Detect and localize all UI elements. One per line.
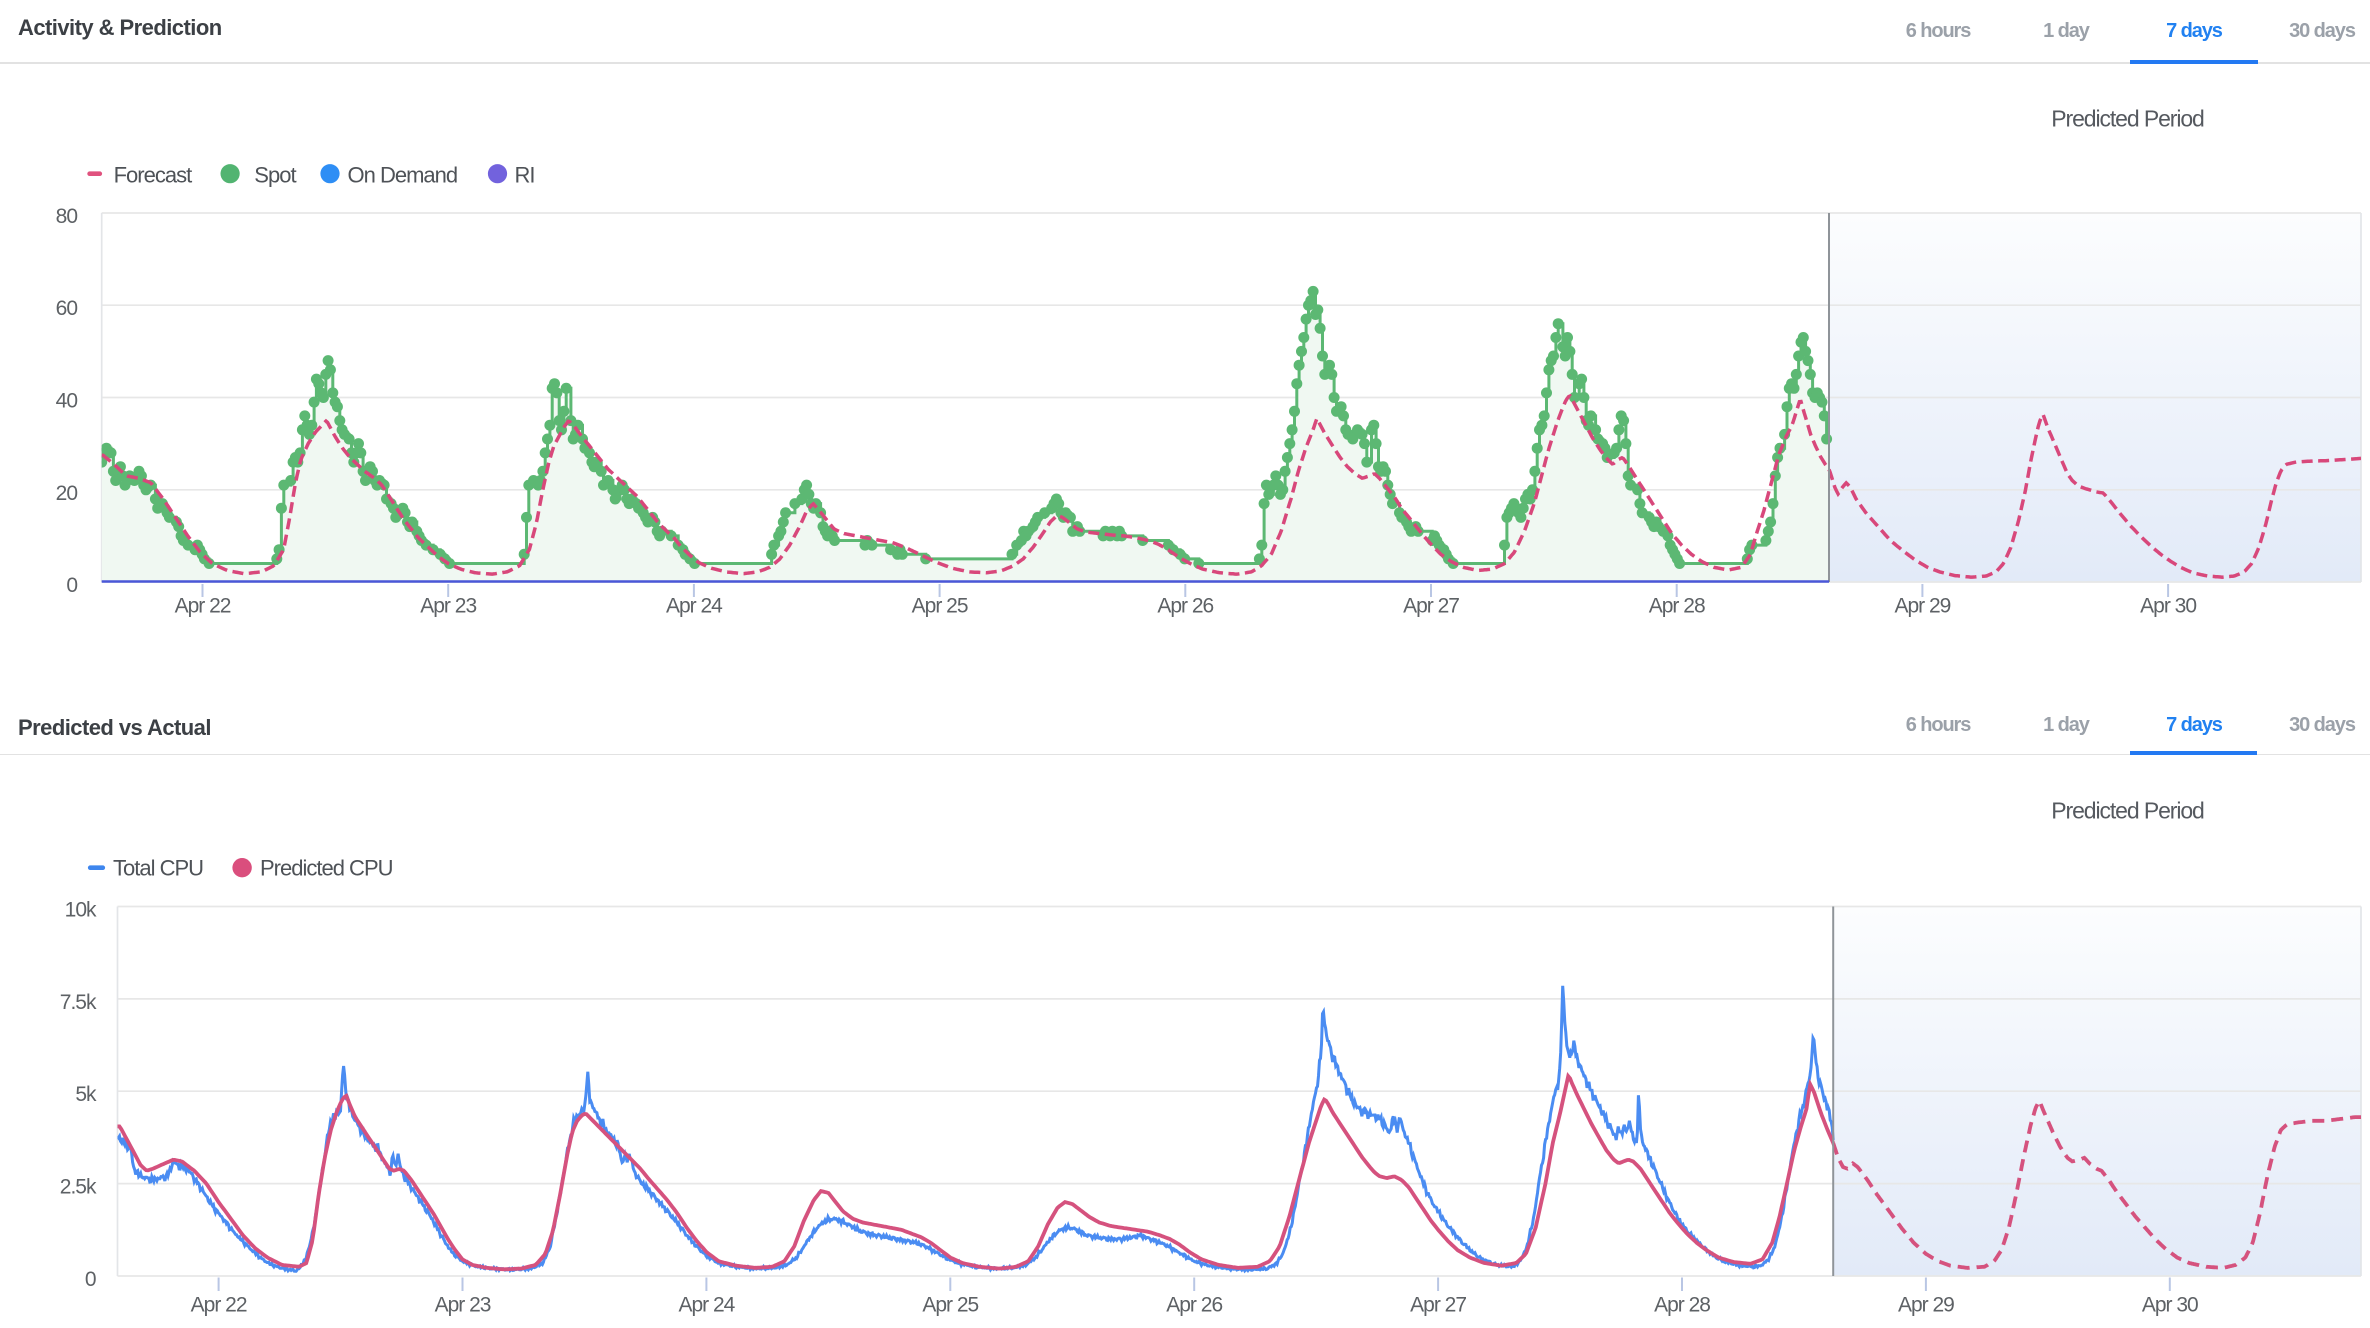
svg-text:Apr 28: Apr 28: [1654, 1294, 1710, 1317]
svg-text:Apr 24: Apr 24: [678, 1294, 735, 1317]
svg-text:Apr 29: Apr 29: [1898, 1294, 1954, 1317]
svg-text:Apr 23: Apr 23: [420, 595, 476, 618]
svg-text:RI: RI: [515, 162, 535, 187]
svg-text:Apr 25: Apr 25: [912, 595, 968, 618]
svg-text:60: 60: [56, 297, 78, 320]
svg-text:Apr 22: Apr 22: [175, 595, 231, 618]
svg-text:Apr 24: Apr 24: [666, 595, 723, 618]
svg-text:7.5k: 7.5k: [60, 991, 97, 1014]
svg-text:Predicted Period: Predicted Period: [2051, 106, 2204, 132]
svg-text:Predicted CPU: Predicted CPU: [260, 856, 393, 881]
svg-text:Apr 23: Apr 23: [435, 1294, 491, 1317]
svg-text:20: 20: [56, 482, 78, 505]
svg-text:10k: 10k: [65, 899, 97, 922]
svg-text:2.5k: 2.5k: [60, 1176, 97, 1199]
svg-text:5k: 5k: [75, 1083, 97, 1106]
svg-text:Apr 22: Apr 22: [191, 1294, 247, 1317]
svg-text:Apr 30: Apr 30: [2140, 595, 2196, 618]
svg-text:Predicted Period: Predicted Period: [2051, 798, 2204, 824]
svg-text:Spot: Spot: [254, 162, 296, 187]
svg-text:Total CPU: Total CPU: [113, 856, 203, 881]
svg-text:80: 80: [56, 205, 78, 228]
svg-text:0: 0: [66, 574, 77, 597]
svg-text:On Demand: On Demand: [348, 162, 458, 187]
svg-text:Apr 27: Apr 27: [1410, 1294, 1466, 1317]
svg-text:40: 40: [56, 390, 78, 413]
svg-text:Apr 27: Apr 27: [1403, 595, 1459, 618]
svg-text:Apr 25: Apr 25: [922, 1294, 978, 1317]
svg-text:Apr 29: Apr 29: [1894, 595, 1950, 618]
svg-text:0: 0: [85, 1268, 96, 1291]
svg-text:Apr 28: Apr 28: [1649, 595, 1705, 618]
svg-text:Forecast: Forecast: [114, 162, 192, 187]
svg-text:Apr 30: Apr 30: [2142, 1294, 2198, 1317]
svg-text:Apr 26: Apr 26: [1166, 1294, 1222, 1317]
svg-text:Apr 26: Apr 26: [1157, 595, 1213, 618]
